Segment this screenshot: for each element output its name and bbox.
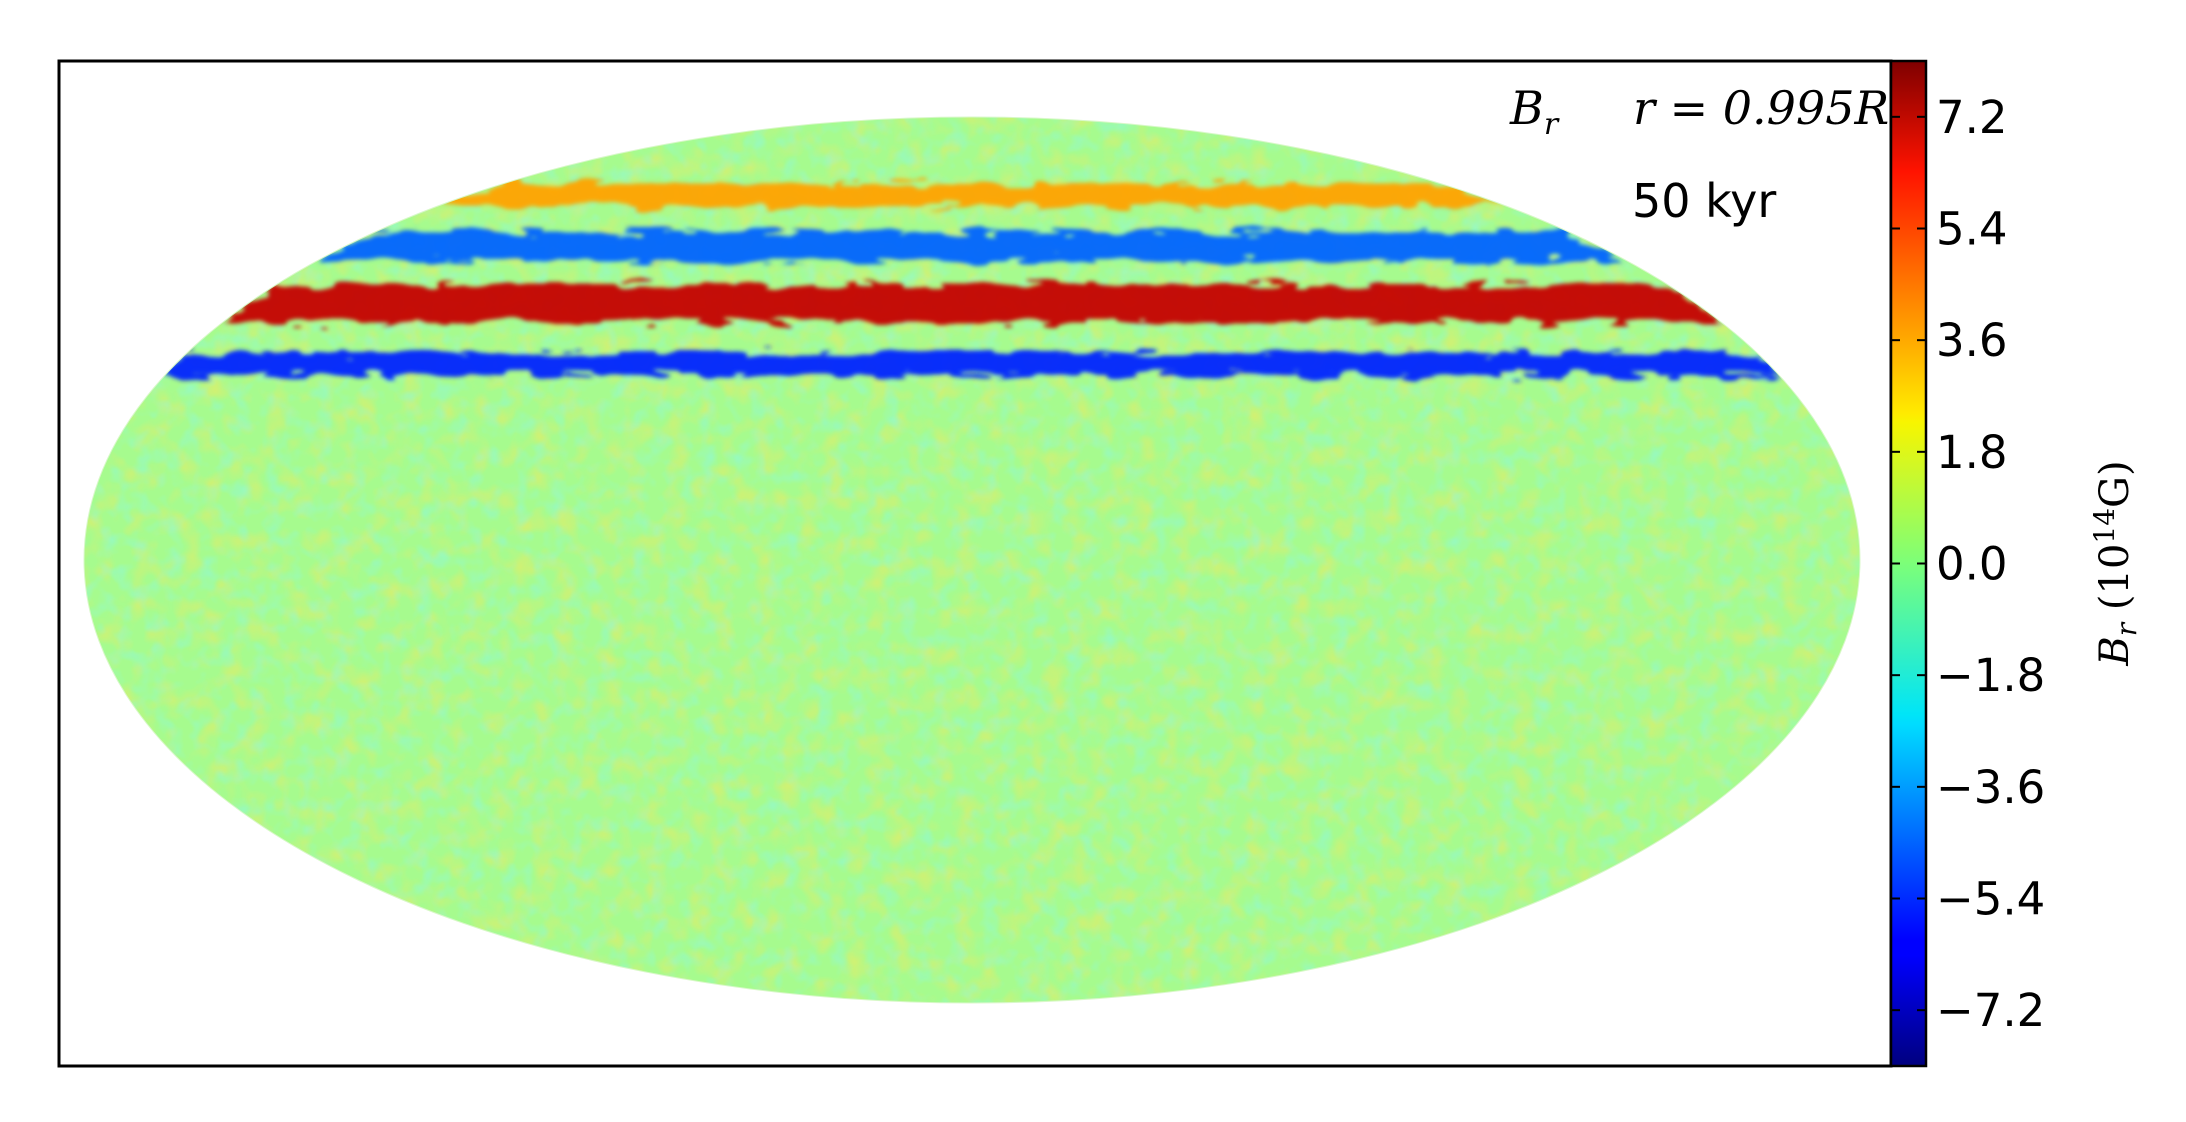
radius-annotation: r = 0.995R* (1633, 81, 1904, 142)
colorbar-tick-label: −1.8 (1936, 649, 2045, 702)
quantity-annotation: Br (1509, 81, 1560, 142)
time-annotation: 50 kyr (1632, 174, 1776, 228)
map-outline (83, 116, 1861, 1004)
field-band (437, 184, 1507, 207)
colorbar-tick-label: −5.4 (1936, 873, 2045, 926)
colorbar-label: Br (1014G) (2088, 460, 2143, 666)
colorbar-tick-label: 3.6 (1936, 314, 2008, 367)
field-bands (164, 184, 1780, 376)
field-band (223, 284, 1721, 322)
colorbar-tick-label: −3.6 (1936, 761, 2045, 814)
colorbar-tick-label: −7.2 (1936, 984, 2045, 1037)
field-band (316, 231, 1628, 262)
mollweide-map (84, 117, 1860, 1003)
field-band (164, 352, 1780, 376)
colorbar-tick-label: 1.8 (1936, 426, 2008, 479)
colorbar-tick-label: 7.2 (1936, 91, 2008, 144)
colorbar-tick-label: 0.0 (1936, 538, 2008, 591)
map-texture-cool (84, 117, 1860, 1003)
colorbar-ticks: 7.2 5.4 3.6 1.8 0.0 −1.8 −3.6 −5.4 −7.2 (1891, 91, 2045, 1037)
colorbar-tick-label: 5.4 (1936, 203, 2008, 256)
